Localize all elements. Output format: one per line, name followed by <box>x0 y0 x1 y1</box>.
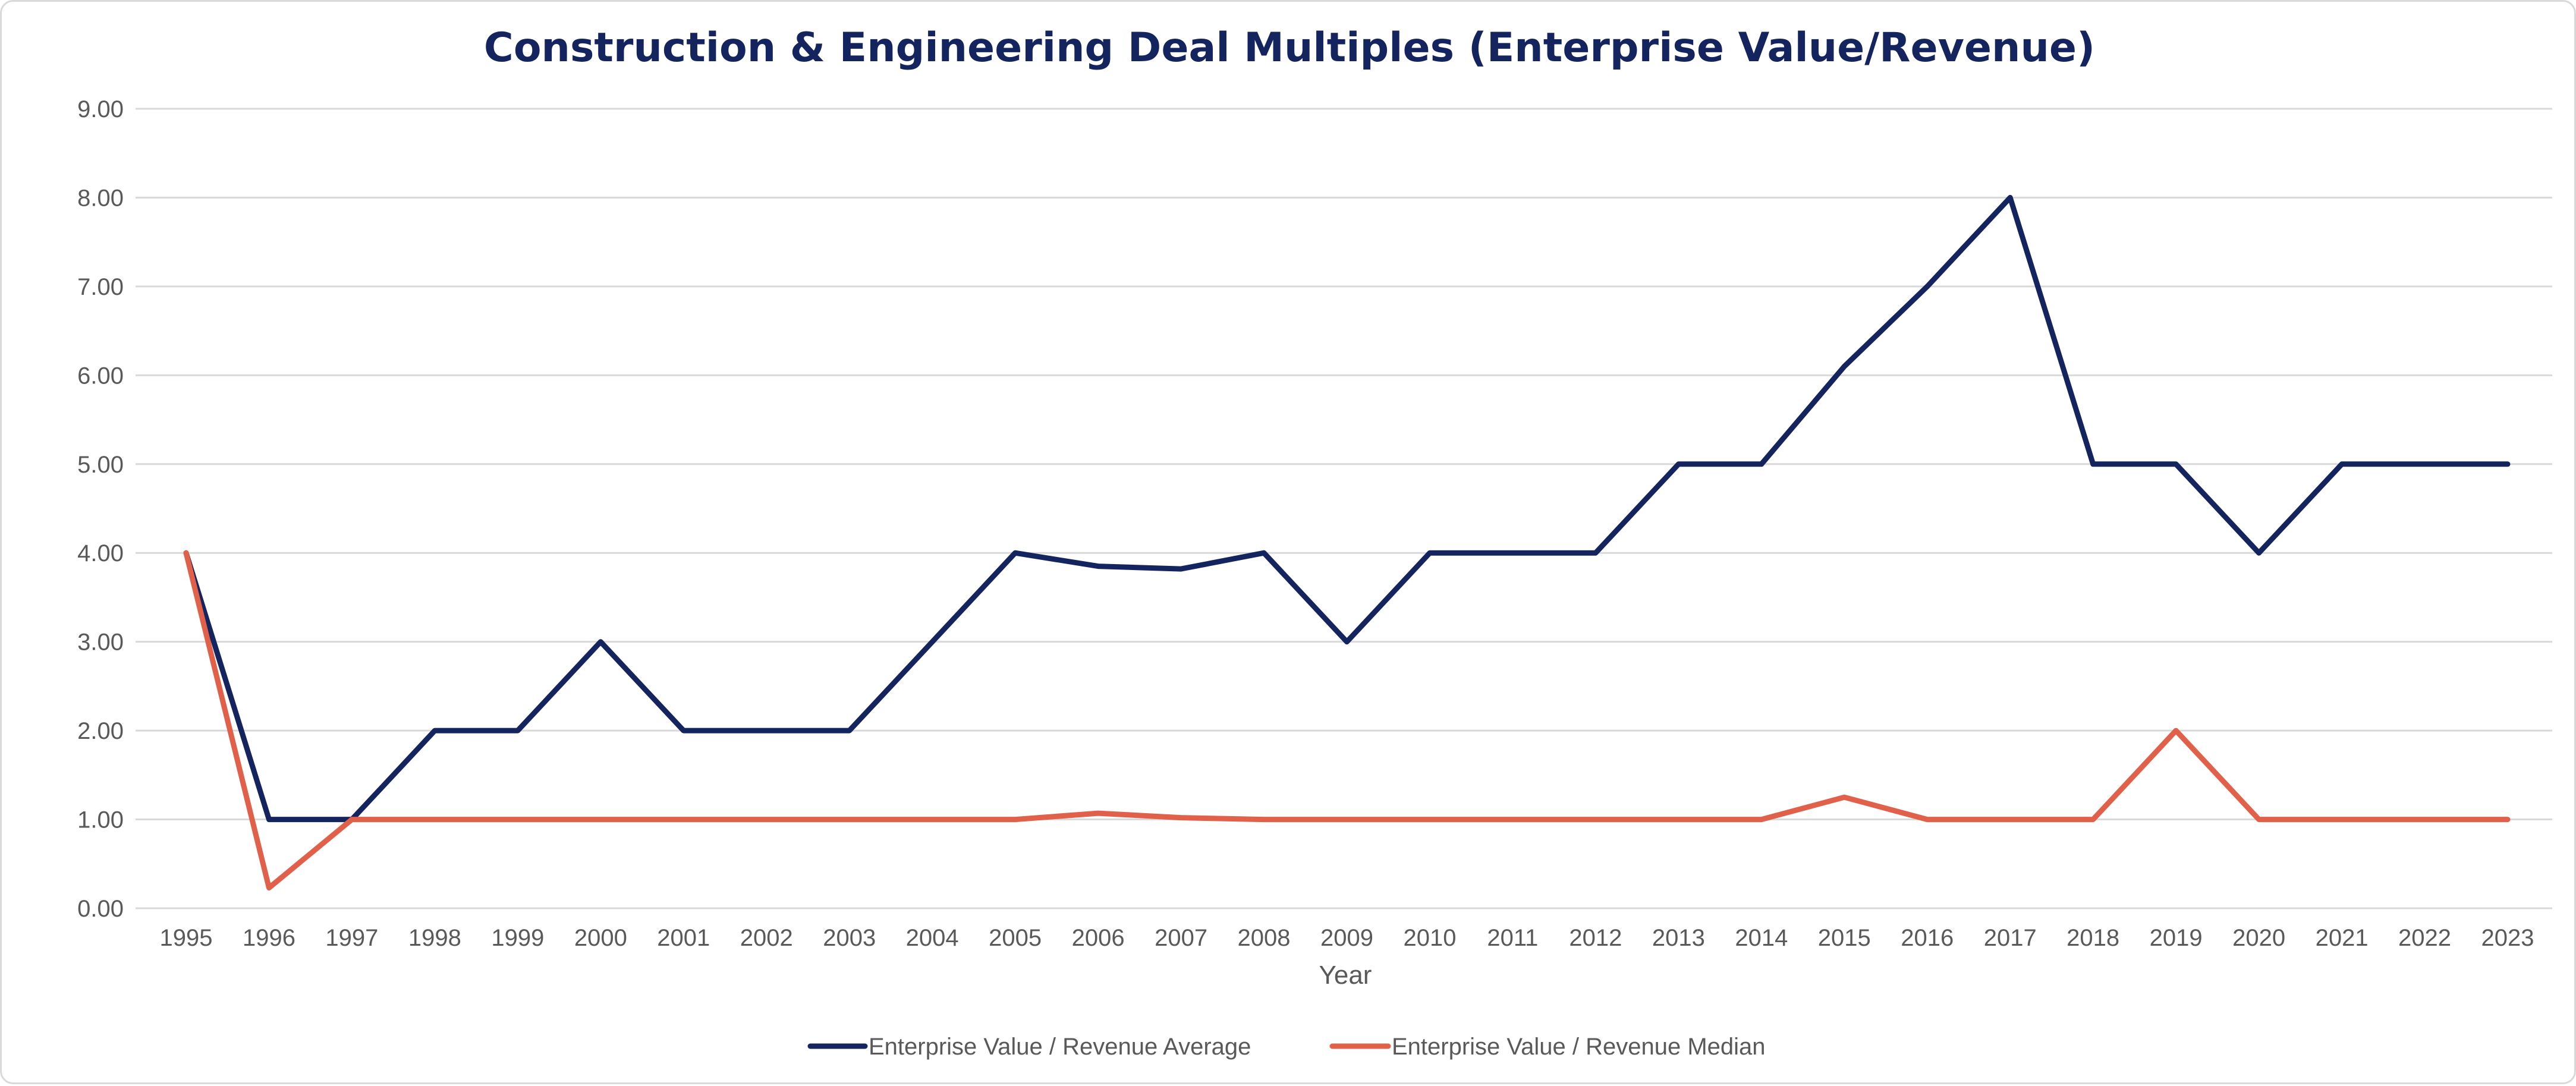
x-tick-label: 2006 <box>1072 925 1125 951</box>
x-tick-label: 2013 <box>1652 925 1705 951</box>
chart-title: Construction & Engineering Deal Multiple… <box>484 24 2095 71</box>
x-tick-label: 2018 <box>2067 925 2119 951</box>
y-tick-label: 8.00 <box>77 185 124 211</box>
y-tick-label: 6.00 <box>77 363 124 389</box>
x-tick-label: 2000 <box>574 925 627 951</box>
x-tick-label: 2015 <box>1818 925 1871 951</box>
x-tick-label: 1997 <box>325 925 378 951</box>
x-axis-tick-labels: 1995 1996 1997 1998 1999 2000 2001 2002 2003 2004… <box>160 925 2534 951</box>
y-tick-label: 1.00 <box>77 807 124 833</box>
x-tick-label: 2005 <box>989 925 1042 951</box>
y-axis-tick-labels: 0.00 1.00 2.00 3.00 4.00 5.00 6.00 7.00 8.00 9.00 <box>77 96 124 922</box>
x-tick-label: 2004 <box>906 925 959 951</box>
x-tick-label: 2010 <box>1403 925 1456 951</box>
x-tick-label: 1998 <box>408 925 461 951</box>
x-tick-label: 2021 <box>2316 925 2369 951</box>
x-axis-title: Year <box>1319 961 1372 990</box>
x-tick-label: 1996 <box>243 925 295 951</box>
y-tick-label: 7.00 <box>77 274 124 300</box>
x-tick-label: 2022 <box>2398 925 2451 951</box>
legend-label: Enterprise Value / Revenue Median <box>1392 1034 1766 1060</box>
y-tick-label: 4.00 <box>77 540 124 566</box>
y-tick-label: 2.00 <box>77 718 124 744</box>
x-tick-label: 2008 <box>1238 925 1291 951</box>
x-tick-label: 2011 <box>1487 925 1538 951</box>
x-tick-label: 1999 <box>491 925 544 951</box>
x-tick-label: 2016 <box>1901 925 1954 951</box>
x-tick-label: 2019 <box>2150 925 2203 951</box>
x-tick-label: 2002 <box>740 925 793 951</box>
x-tick-label: 2020 <box>2232 925 2285 951</box>
x-tick-label: 2012 <box>1569 925 1622 951</box>
gridlines <box>136 108 2552 909</box>
y-tick-label: 0.00 <box>77 896 124 922</box>
y-tick-label: 9.00 <box>77 96 124 122</box>
x-tick-label: 2017 <box>1984 925 2037 951</box>
y-tick-label: 5.00 <box>77 452 124 478</box>
y-tick-label: 3.00 <box>77 629 124 656</box>
x-tick-label: 2003 <box>823 925 876 951</box>
x-tick-label: 2007 <box>1155 925 1207 951</box>
x-tick-label: 2023 <box>2481 925 2534 951</box>
legend: Enterprise Value / Revenue Average Enterp… <box>807 1034 1766 1060</box>
x-tick-label: 2001 <box>657 925 710 951</box>
legend-label: Enterprise Value / Revenue Average <box>869 1034 1251 1060</box>
x-tick-label: 2009 <box>1320 925 1373 951</box>
series-lines <box>183 194 2511 891</box>
series-line-median <box>183 550 2511 891</box>
x-tick-label: 2014 <box>1735 925 1788 951</box>
series-line-average <box>183 194 2511 823</box>
x-tick-label: 1995 <box>160 925 213 951</box>
